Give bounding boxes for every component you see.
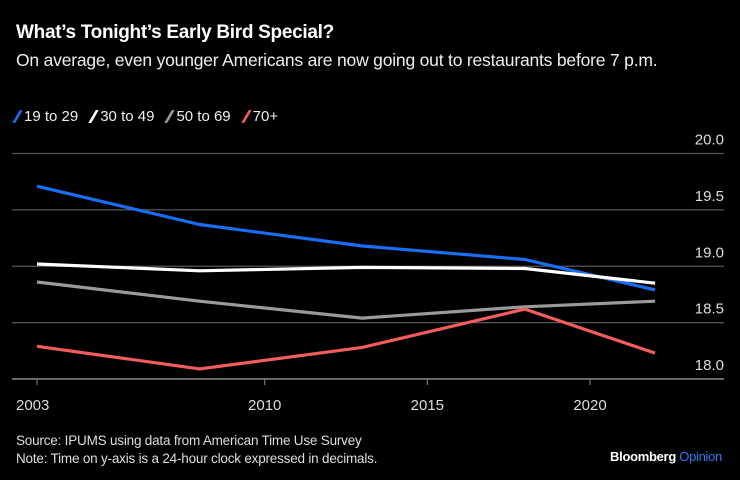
- legend-label: 70+: [252, 108, 279, 125]
- legend-item-30-to-49: 30 to 49: [88, 108, 155, 125]
- series-line-30-to-49: [36, 262, 656, 285]
- x-tick-label: 2010: [248, 397, 281, 414]
- chart-title: What’s Tonight’s Early Bird Special?: [16, 22, 334, 43]
- series-line-50-to-69: [36, 280, 656, 320]
- legend-label: 30 to 49: [100, 108, 155, 125]
- y-tick-label: 18.5: [695, 301, 724, 318]
- brand-name: Bloomberg: [610, 449, 676, 464]
- y-tick-label: 18.0: [695, 357, 724, 374]
- legend: 19 to 29 30 to 49 50 to 69 70+: [12, 108, 279, 125]
- x-tick-label: 2020: [573, 397, 606, 414]
- legend-item-70-plus: 70+: [240, 108, 279, 125]
- brand-section: Opinion: [679, 449, 722, 464]
- y-axis-labels: 18.0 18.5 19.0 19.5 20.0: [695, 132, 724, 375]
- y-tick-label: 19.0: [695, 244, 724, 261]
- legend-label: 50 to 69: [176, 108, 231, 125]
- legend-item-19-to-29: 19 to 29: [12, 108, 79, 125]
- x-tick-label: 2015: [411, 397, 444, 414]
- source-note: Source: IPUMS using data from American T…: [16, 433, 362, 448]
- x-tick-label: 2003: [16, 397, 49, 414]
- chart-subtitle: On average, even younger Americans are n…: [16, 50, 658, 70]
- y-tick-label: 20.0: [695, 132, 724, 149]
- x-axis: 2003 2010 2015 2020: [12, 378, 724, 414]
- series-lines: [36, 184, 656, 371]
- brand-logo: Bloomberg Opinion: [610, 449, 722, 464]
- footer: Source: IPUMS using data from American T…: [16, 432, 377, 468]
- legend-item-50-to-69: 50 to 69: [164, 108, 231, 125]
- legend-label: 19 to 29: [24, 108, 79, 125]
- series-line-70-: [36, 307, 656, 371]
- series-line-19-to-29: [36, 184, 656, 292]
- gridlines: [12, 152, 724, 324]
- y-tick-label: 19.5: [695, 188, 724, 205]
- axis-note: Note: Time on y-axis is a 24-hour clock …: [16, 451, 378, 466]
